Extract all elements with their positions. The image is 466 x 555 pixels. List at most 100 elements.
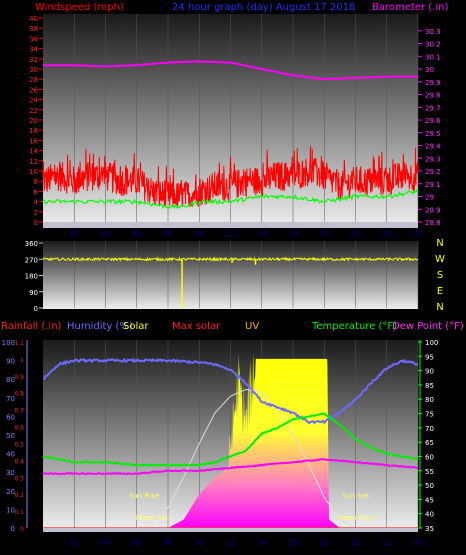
- wind-x-tick: 16: [288, 229, 298, 238]
- legend-dewpoint: Dew Point (°F): [392, 321, 464, 332]
- wind-x-tick: 06: [132, 229, 142, 238]
- wind-axis-tick: 40: [29, 15, 38, 23]
- temp-axis-tick: 45: [425, 496, 434, 504]
- dir-axis-tick: 180: [25, 273, 38, 281]
- humidity-axis-tick: 30: [6, 469, 15, 477]
- wind-axis-tick: 12: [29, 158, 38, 166]
- humidity-axis-tick: 20: [6, 488, 15, 496]
- env-x-tick: 06: [132, 538, 142, 547]
- wind-axis-tick: 14: [29, 148, 38, 156]
- baro-axis-tick: 28.8: [425, 219, 441, 227]
- wind-time-strip: [43, 222, 418, 228]
- env-x-tick: 22: [382, 538, 392, 547]
- wind-axis-tick: 38: [29, 25, 38, 33]
- wind-axis-tick: 30: [29, 66, 38, 74]
- temp-axis-tick: 90: [425, 368, 434, 376]
- wind-x-tick: 22: [382, 229, 392, 238]
- compass-label: W: [435, 254, 445, 265]
- wind-axis-tick: 26: [29, 86, 38, 94]
- wind-axis-tick: 32: [29, 56, 38, 64]
- env-x-tick: 04: [100, 538, 110, 547]
- baro-axis-tick: 29.5: [425, 130, 441, 138]
- header-left: Windspeed (mph): [35, 2, 124, 13]
- baro-axis-tick: 29.8: [425, 92, 441, 100]
- temp-axis-tick: 50: [425, 482, 434, 490]
- wind-base-line: [42, 188, 419, 210]
- dir-axis-tick: 0: [34, 305, 38, 313]
- rain-axis-tick: 0.5: [14, 441, 24, 448]
- wind-axis-tick: 18: [29, 127, 38, 135]
- wind-x-tick: 02: [69, 229, 79, 238]
- baro-axis-tick: 30.3: [425, 28, 441, 36]
- wind-x-tick: 04: [100, 229, 110, 238]
- env-x-tick: 20: [350, 538, 360, 547]
- wind-x-tick: 20: [350, 229, 360, 238]
- wind-axis-tick: 4: [34, 199, 39, 207]
- env-x-tick: 10: [194, 538, 204, 547]
- wind-axis-tick: 16: [29, 137, 38, 145]
- env-x-tick: 02: [69, 538, 79, 547]
- compass-label: S: [437, 270, 443, 281]
- wind-x-tick: 12: [225, 229, 235, 238]
- baro-axis-tick: 30.2: [425, 41, 441, 49]
- rain-axis-tick: 0.2: [14, 492, 24, 499]
- env-time-strip: [43, 528, 418, 532]
- wind-x-tick: 00: [413, 229, 423, 238]
- windspeed-line: [42, 145, 419, 207]
- temp-axis-tick: 80: [425, 396, 434, 404]
- sun-set-label: Sun Set: [342, 492, 369, 500]
- legend-solar: Solar: [123, 321, 149, 332]
- wind-axis-tick: 28: [29, 76, 38, 84]
- rain-axis-tick: 0: [20, 526, 24, 533]
- temp-axis-tick: 65: [425, 439, 434, 447]
- temp-axis-tick: 55: [425, 468, 434, 476]
- humidity-axis-tick: 50: [6, 432, 15, 440]
- dir-axis-tick: 270: [25, 256, 38, 264]
- compass-label: N: [436, 302, 443, 313]
- wind-x-tick: 08: [163, 229, 173, 238]
- baro-axis-tick: 30: [425, 66, 434, 74]
- baro-axis-tick: 29.2: [425, 168, 441, 176]
- legend-humidity: Humidity (%): [67, 321, 133, 332]
- temp-axis-tick: 85: [425, 382, 434, 390]
- wind-axis-tick: 6: [34, 188, 39, 196]
- wind-x-tick: 14: [257, 229, 267, 238]
- wind-axis-tick: 8: [34, 178, 38, 186]
- env-x-tick: 14: [257, 538, 267, 547]
- rain-axis-tick: 0.6: [14, 425, 24, 432]
- compass-label: E: [437, 286, 443, 297]
- env-x-tick: 18: [319, 538, 329, 547]
- env-x-tick: 12: [225, 538, 235, 547]
- legend-rainfall: Rainfall (.in): [1, 321, 62, 332]
- humidity-axis-tick: 90: [6, 358, 15, 366]
- env-x-tick: 00: [413, 538, 423, 547]
- moon-rise-label: Moon Rise: [337, 514, 373, 522]
- max-solar-line: [144, 389, 356, 529]
- env-x-tick: 08: [163, 538, 173, 547]
- wind-axis-tick: 22: [29, 107, 38, 115]
- temp-axis-tick: 95: [425, 353, 434, 361]
- temp-axis-tick: 60: [425, 453, 434, 461]
- baro-axis-tick: 29.7: [425, 104, 441, 112]
- baro-axis-tick: 29.9: [425, 79, 441, 87]
- dew-point-line: [42, 458, 418, 476]
- humidity-axis-tick: 60: [6, 413, 15, 421]
- wind-axis-tick: 34: [29, 46, 38, 54]
- wind-direction-line: [42, 256, 419, 263]
- humidity-axis-tick: 80: [6, 376, 15, 384]
- baro-axis-tick: 30.1: [425, 53, 441, 61]
- rain-axis-tick: 1: [20, 357, 24, 364]
- baro-axis-tick: 29.1: [425, 181, 441, 189]
- humidity-axis-tick: 70: [6, 395, 15, 403]
- wind-x-tick: 10: [194, 229, 204, 238]
- humidity-axis-tick: 10: [6, 506, 15, 514]
- wind-axis-tick: 24: [29, 97, 38, 105]
- env-x-tick: 16: [288, 538, 298, 547]
- temp-axis-tick: 35: [425, 525, 434, 533]
- wind-axis-tick: 2: [34, 209, 38, 217]
- rain-axis-tick: 0.7: [14, 408, 24, 415]
- baro-axis-tick: 29.6: [425, 117, 441, 125]
- baro-axis-tick: 28.9: [425, 206, 441, 214]
- header-right: Barometer (.in): [372, 2, 448, 13]
